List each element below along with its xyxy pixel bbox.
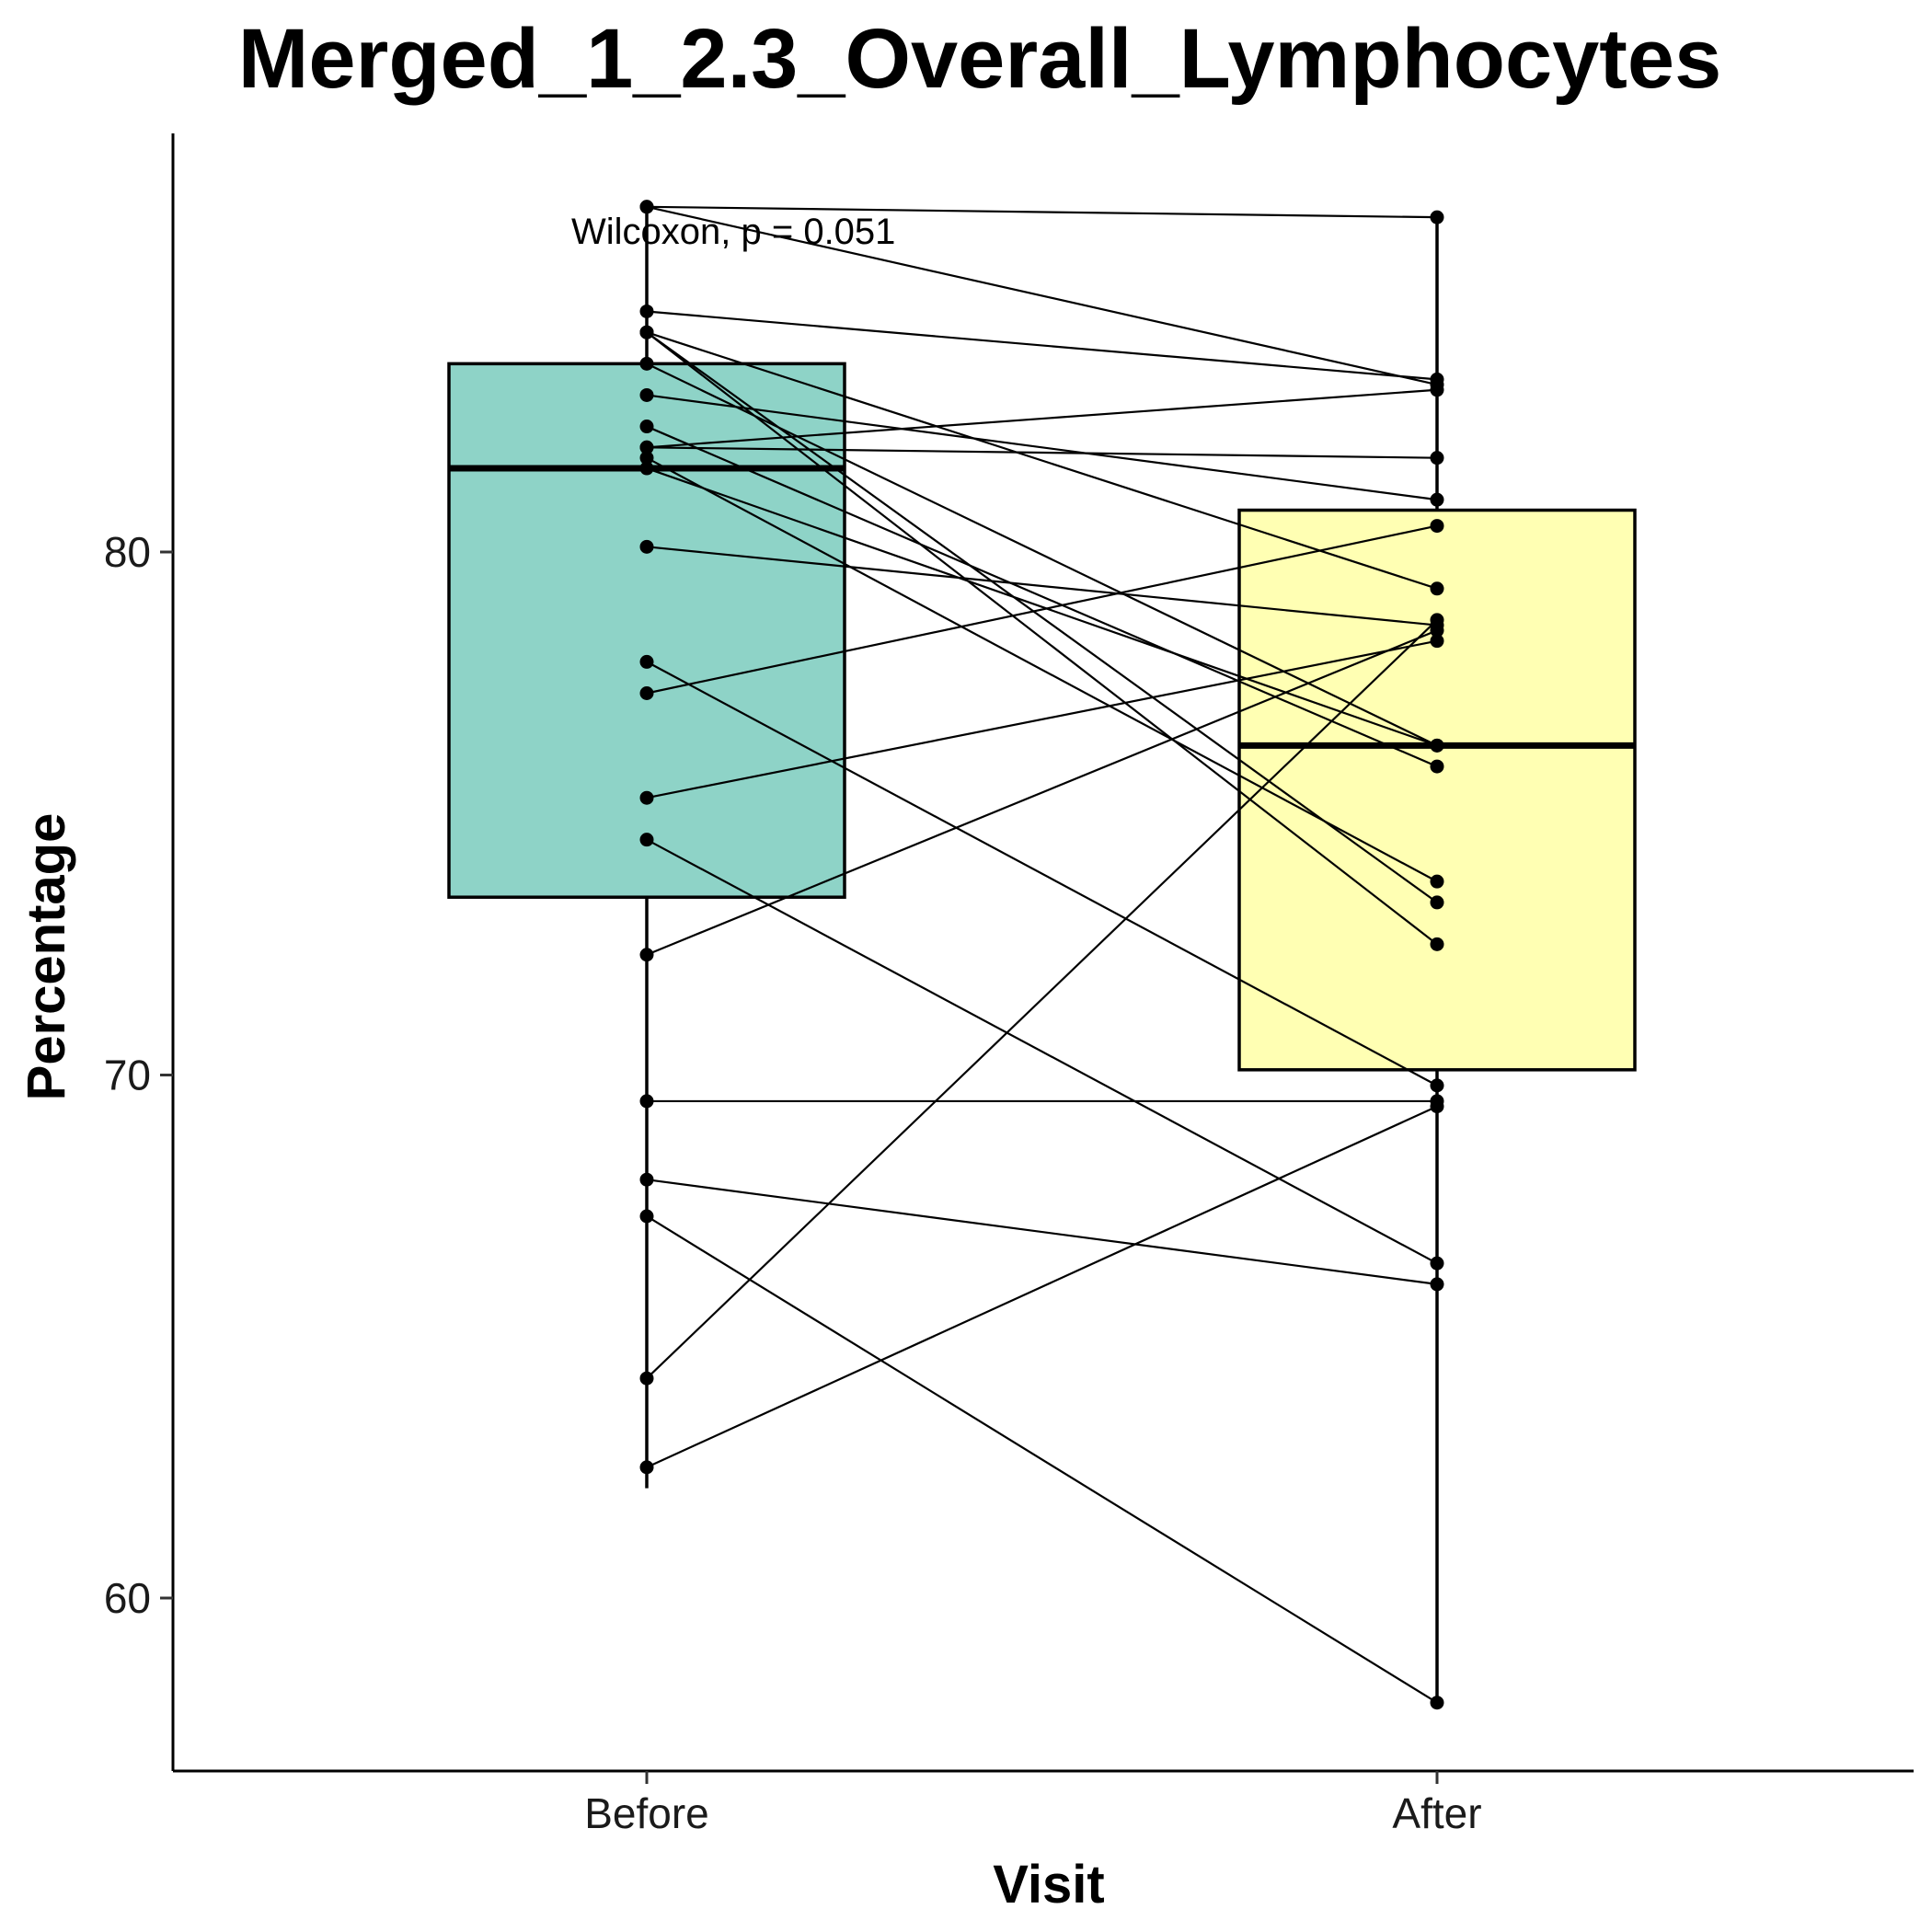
pair-line-1 <box>646 205 1438 386</box>
point-after-9 <box>1430 451 1444 466</box>
point-before-10 <box>639 440 654 454</box>
point-before-6 <box>639 325 654 339</box>
point-before-22 <box>639 1371 654 1386</box>
point-after-6 <box>1430 937 1444 951</box>
pair-line-22 <box>646 619 1438 1380</box>
point-before-8 <box>639 420 654 434</box>
point-after-8 <box>1430 759 1444 774</box>
pair-line-23 <box>646 1105 1438 1468</box>
pair-line-20 <box>646 1179 1438 1285</box>
point-after-2 <box>1430 372 1444 386</box>
point-after-11 <box>1430 874 1444 889</box>
point-after-23 <box>1430 1099 1444 1114</box>
point-after-21 <box>1430 1696 1444 1710</box>
pair-line-17 <box>646 838 1438 1265</box>
pair-line-21 <box>646 1215 1438 1704</box>
pair-line-8 <box>646 425 1438 768</box>
pair-line-6 <box>646 331 1438 946</box>
point-after-3 <box>1430 581 1444 596</box>
point-after-20 <box>1430 1277 1444 1292</box>
chart-title: Merged_1_2.3_Overall_Lymphocytes <box>238 12 1722 106</box>
point-after-4 <box>1430 492 1444 507</box>
y-tick-label-80: 80 <box>104 528 151 576</box>
point-before-19 <box>639 1094 654 1109</box>
pair-line-4 <box>646 394 1438 501</box>
point-before-4 <box>639 387 654 402</box>
point-before-15 <box>639 685 654 700</box>
point-after-15 <box>1430 519 1444 534</box>
pair-line-9 <box>646 446 1438 459</box>
y-axis-title: Percentage <box>17 813 76 1101</box>
pair-line-11 <box>646 456 1438 883</box>
pair-line-18 <box>646 629 1438 956</box>
paired-observations <box>639 200 1444 1710</box>
point-before-1 <box>639 200 654 214</box>
wilcoxon-annotation: Wilcoxon, p = 0.051 <box>571 212 895 252</box>
box-after <box>1237 508 1637 1072</box>
point-before-20 <box>639 1172 654 1187</box>
pair-line-14 <box>646 661 1438 1087</box>
pair-line-12 <box>646 467 1438 747</box>
point-before-12 <box>639 461 654 476</box>
point-after-12 <box>1430 738 1444 753</box>
point-after-17 <box>1430 1256 1444 1271</box>
point-after-14 <box>1430 1078 1444 1093</box>
point-before-23 <box>639 1460 654 1475</box>
pair-line-10 <box>646 388 1438 449</box>
point-before-21 <box>639 1209 654 1224</box>
x-tick-label-before: Before <box>584 1789 709 1837</box>
point-after-18 <box>1430 623 1444 638</box>
point-before-16 <box>639 790 654 805</box>
point-before-2 <box>639 304 654 318</box>
y-tick-label-60: 60 <box>104 1574 151 1622</box>
pair-line-2 <box>646 310 1438 381</box>
pair-line-15 <box>646 524 1438 695</box>
point-after-5 <box>1430 895 1444 910</box>
point-before-18 <box>639 948 654 962</box>
point-after-22 <box>1430 613 1444 627</box>
point-before-11 <box>639 451 654 466</box>
point-before-7 <box>639 356 654 371</box>
pair-line-7 <box>646 362 1438 747</box>
x-axis-title: Visit <box>993 1855 1104 1915</box>
pair-line-16 <box>646 639 1438 799</box>
point-after-10 <box>1430 383 1444 397</box>
plot-area: 60 70 80 Before After <box>104 133 1914 1837</box>
point-before-17 <box>639 833 654 847</box>
pair-line-13 <box>646 546 1438 627</box>
pair-line-0 <box>646 205 1438 219</box>
y-tick-label-70: 70 <box>104 1052 151 1099</box>
x-tick-label-after: After <box>1392 1789 1481 1837</box>
point-before-14 <box>639 654 654 669</box>
point-after-16 <box>1430 634 1444 649</box>
point-before-13 <box>639 539 654 554</box>
pair-line-3 <box>646 331 1438 590</box>
point-after-0 <box>1430 210 1444 224</box>
